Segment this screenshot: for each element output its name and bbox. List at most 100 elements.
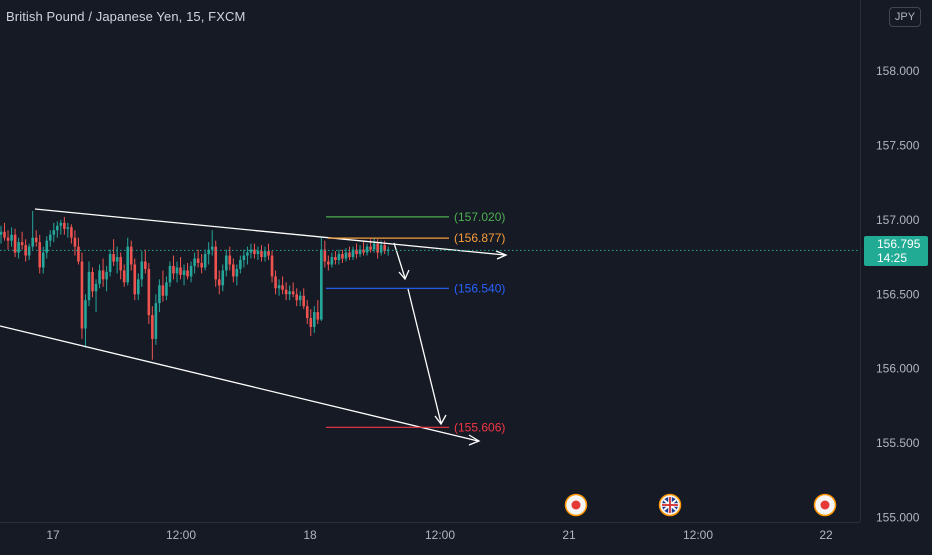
- candle-body: [249, 249, 253, 253]
- price-tick-label: 155.000: [876, 511, 920, 525]
- candle-body: [147, 268, 151, 316]
- time-tick-label: 12:00: [683, 528, 713, 542]
- candle-body: [383, 245, 386, 252]
- candle-body: [341, 254, 344, 259]
- candle-body: [281, 285, 284, 290]
- candle-body: [284, 289, 288, 295]
- lower-trendline[interactable]: [0, 325, 479, 442]
- candle-body: [291, 291, 295, 295]
- candle-body: [3, 231, 6, 238]
- candle-body: [105, 271, 108, 280]
- candle-body: [365, 246, 369, 253]
- candle-body: [362, 249, 365, 253]
- time-tick-label: 12:00: [425, 528, 455, 542]
- candle-body: [221, 270, 225, 286]
- candle-body: [48, 234, 52, 241]
- time-tick-label: 12:00: [166, 528, 196, 542]
- last-price-value: 156.795: [877, 237, 921, 252]
- candle-body: [73, 237, 77, 247]
- candle-body: [45, 240, 49, 253]
- candle-body: [182, 270, 186, 275]
- time-tick-label: 17: [46, 528, 60, 542]
- candle-body: [267, 251, 270, 256]
- candle-body: [119, 257, 122, 271]
- candle-body: [136, 279, 140, 295]
- candle-body: [263, 251, 267, 258]
- time-axis[interactable]: 17 12:00 18 12:00 21 12:00 22: [46, 528, 833, 542]
- candle-body: [179, 267, 182, 275]
- candle-body: [302, 295, 306, 307]
- candle-body: [133, 264, 137, 295]
- price-axis[interactable]: 158.000 157.500 157.000 156.500 156.000 155.5…: [876, 64, 920, 525]
- candle-body: [344, 252, 348, 259]
- candle-body: [84, 300, 87, 329]
- time-tick-label: 21: [562, 528, 576, 542]
- candle-body: [246, 252, 249, 256]
- candle-body: [168, 265, 172, 283]
- price-level-label: (157.020): [454, 210, 505, 224]
- candle-body: [253, 249, 256, 255]
- price-tick-label: 157.000: [876, 213, 920, 227]
- candle-body: [379, 245, 383, 253]
- candle-body: [129, 246, 133, 265]
- candle-body: [270, 255, 274, 277]
- candle-body: [34, 237, 38, 243]
- candle-body: [277, 285, 281, 289]
- candle-body: [158, 285, 161, 304]
- events-layer[interactable]: [564, 493, 837, 517]
- candle-body: [52, 230, 56, 235]
- candle-body: [239, 260, 242, 269]
- currency-badge[interactable]: JPY: [889, 7, 921, 27]
- projection-arrowhead: [398, 269, 410, 281]
- event-flag-icon[interactable]: [813, 493, 837, 517]
- candle-body: [13, 234, 17, 253]
- candle-body: [122, 270, 126, 283]
- candle-body: [196, 258, 200, 263]
- drawings-layer[interactable]: (157.020) (156.877) (156.540) (155.606): [0, 208, 860, 446]
- uk-flag-icon[interactable]: [658, 493, 682, 517]
- candle-body: [256, 251, 260, 255]
- upper-trendline-arrowhead: [495, 250, 508, 260]
- candle-body: [309, 318, 313, 327]
- price-level-label: (156.540): [454, 281, 505, 295]
- candle-body: [228, 255, 232, 265]
- candle-body: [235, 268, 239, 277]
- candle-body: [189, 265, 193, 277]
- candle-body: [298, 295, 302, 301]
- price-tick-label: 155.500: [876, 436, 920, 450]
- candle-body: [38, 242, 42, 268]
- price-tick-label: 156.000: [876, 362, 920, 376]
- candle-body: [351, 249, 355, 258]
- candle-body: [101, 270, 105, 280]
- candles-layer: [0, 210, 390, 360]
- candle-body: [126, 246, 130, 283]
- event-flag-icon[interactable]: [564, 493, 588, 517]
- time-tick-label: 22: [819, 528, 833, 542]
- projection-arrow-long[interactable]: [407, 288, 442, 424]
- candle-body: [175, 267, 179, 274]
- candle-body: [214, 246, 218, 280]
- projection-arrow-short[interactable]: [393, 242, 406, 279]
- candle-body: [115, 257, 119, 262]
- price-tick-label: 157.500: [876, 138, 920, 152]
- candle-body: [41, 252, 45, 268]
- candle-body: [31, 237, 34, 247]
- event-dot: [820, 500, 830, 510]
- time-tick-label: 18: [303, 528, 317, 542]
- candle-body: [224, 255, 228, 271]
- candle-body: [312, 312, 316, 327]
- candle-body: [376, 243, 379, 253]
- upper-trendline[interactable]: [34, 208, 506, 256]
- event-dot: [571, 500, 581, 510]
- candle-body: [24, 245, 27, 256]
- candle-body: [316, 312, 320, 320]
- candle-body: [327, 261, 330, 265]
- candle-body: [193, 258, 196, 266]
- candle-body: [17, 242, 20, 253]
- candle-body: [200, 262, 203, 268]
- candle-body: [320, 249, 323, 320]
- candle-body: [355, 249, 358, 255]
- bar-countdown: 14:25: [877, 251, 908, 266]
